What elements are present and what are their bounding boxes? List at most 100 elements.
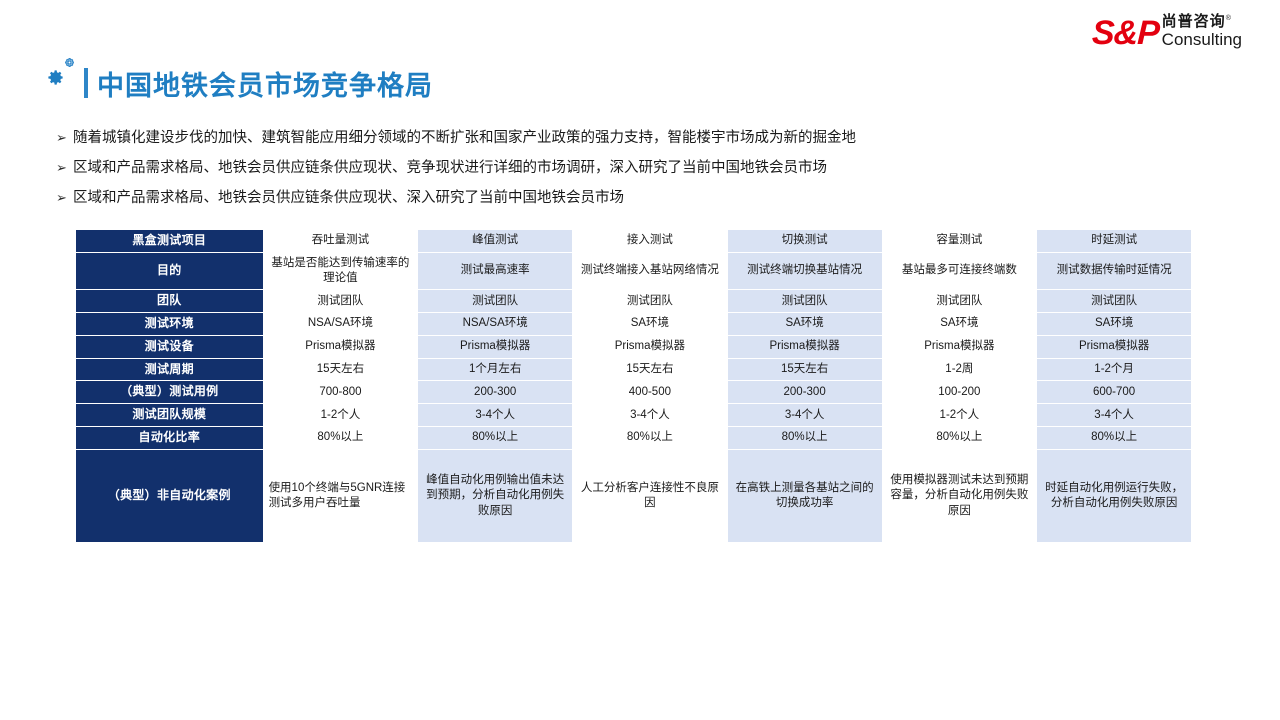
table-cell: 人工分析客户连接性不良原因 <box>572 448 728 543</box>
table-cell: 基站最多可连接终端数 <box>881 251 1038 291</box>
table-cell: 1-2个人 <box>262 403 419 428</box>
table-row: 目的 基站是否能达到传输速率的理论值 测试最高速率 测试终端接入基站网络情况 测… <box>75 251 1192 291</box>
table-cell: 测试数据传输时延情况 <box>1036 251 1192 291</box>
table-cell: 容量测试 <box>881 229 1038 253</box>
table-cell: 80%以上 <box>572 426 728 450</box>
table-cell: 测试团队 <box>1036 289 1192 313</box>
table-cell: 时延自动化用例运行失败，分析自动化用例失败原因 <box>1036 448 1192 543</box>
table-cell: 峰值自动化用例输出值未达到预期，分析自动化用例失败原因 <box>417 448 574 543</box>
row-header: 测试团队规模 <box>75 403 264 428</box>
table-cell: 100-200 <box>881 380 1038 405</box>
table-cell: 测试团队 <box>881 289 1038 313</box>
table-cell: 在高铁上测量各基站之间的切换成功率 <box>726 448 883 543</box>
table-cell: 测试团队 <box>417 289 574 313</box>
table-cell: 400-500 <box>572 380 728 405</box>
table-cell: 测试团队 <box>726 289 883 313</box>
table-cell: 使用模拟器测试未达到预期容量，分析自动化用例失败原因 <box>881 448 1038 543</box>
table-cell: 3-4个人 <box>417 403 574 428</box>
table-cell: Prisma模拟器 <box>726 334 883 359</box>
gear-decoration <box>44 56 84 102</box>
table-cell: 200-300 <box>417 380 574 405</box>
table-cell: 15天左右 <box>726 357 883 382</box>
company-logo: S&P 尚普咨询® Consulting <box>1091 13 1242 52</box>
table-cell: 切换测试 <box>726 229 883 253</box>
logo-chinese-name: 尚普咨询® <box>1161 13 1232 30</box>
table-row: 测试设备 Prisma模拟器 Prisma模拟器 Prisma模拟器 Prism… <box>75 334 1192 359</box>
table-cell: NSA/SA环境 <box>262 312 419 336</box>
table-cell: 80%以上 <box>262 426 419 450</box>
table-cell: SA环境 <box>1036 312 1192 336</box>
list-item: ➢ 随着城镇化建设步伐的加快、建筑智能应用细分领域的不断扩张和国家产业政策的强力… <box>56 128 1246 149</box>
logo-english-name: Consulting <box>1161 29 1242 49</box>
bullet-text: 区域和产品需求格局、地铁会员供应链条供应现状、竞争现状进行详细的市场调研，深入研… <box>73 160 827 177</box>
row-header: 测试周期 <box>75 357 264 382</box>
table-cell: 1-2周 <box>881 357 1038 382</box>
page-title-block: 中国地铁会员市场竞争格局 <box>44 56 433 102</box>
table-cell: Prisma模拟器 <box>881 334 1038 359</box>
page-title: 中国地铁会员市场竞争格局 <box>97 71 433 102</box>
table-row: 测试周期 15天左右 1个月左右 15天左右 15天左右 1-2周 1-2个月 <box>75 357 1192 382</box>
table-cell: 80%以上 <box>881 426 1038 450</box>
table-cell: 15天左右 <box>262 357 419 382</box>
logo-text-group: 尚普咨询® Consulting <box>1162 14 1242 50</box>
table-cell: 测试终端切换基站情况 <box>726 251 883 291</box>
table-row: 测试团队规模 1-2个人 3-4个人 3-4个人 3-4个人 1-2个人 3-4… <box>75 403 1192 428</box>
table-cell: 接入测试 <box>572 229 728 253</box>
table-row: 团队 测试团队 测试团队 测试团队 测试团队 测试团队 测试团队 <box>75 289 1192 313</box>
table-cell: 测试团队 <box>262 289 419 313</box>
table-cell: 3-4个人 <box>726 403 883 428</box>
table-cell: 1个月左右 <box>417 357 574 382</box>
table-cell: 1-2个人 <box>881 403 1038 428</box>
arrow-bullet-icon: ➢ <box>56 130 67 145</box>
bullet-text: 随着城镇化建设步伐的加快、建筑智能应用细分领域的不断扩张和国家产业政策的强力支持… <box>73 130 856 146</box>
table-cell: 3-4个人 <box>1036 403 1192 428</box>
table-cell: 使用10个终端与5GNR连接测试多用户吞吐量 <box>262 448 419 543</box>
table-cell: 600-700 <box>1036 380 1192 405</box>
row-header: 测试设备 <box>75 334 264 359</box>
title-accent-bar <box>84 68 88 98</box>
comparison-table-wrapper: 黑盒测试项目 吞吐量测试 峰值测试 接入测试 切换测试 容量测试 时延测试 目的… <box>75 229 1192 543</box>
table-cell: Prisma模拟器 <box>1036 334 1192 359</box>
table-cell: 700-800 <box>262 380 419 405</box>
arrow-bullet-icon: ➢ <box>56 160 67 176</box>
table-cell: 测试终端接入基站网络情况 <box>572 251 728 291</box>
trademark-icon: ® <box>1225 15 1232 22</box>
table-cell: 测试团队 <box>572 289 728 313</box>
table-cell: 80%以上 <box>726 426 883 450</box>
table-cell: NSA/SA环境 <box>417 312 574 336</box>
row-header: 测试环境 <box>75 312 264 336</box>
list-item: ➢ 区域和产品需求格局、地铁会员供应链条供应现状、竞争现状进行详细的市场调研，深… <box>56 158 1246 179</box>
table-cell: 测试最高速率 <box>417 251 574 291</box>
bullet-text: 区域和产品需求格局、地铁会员供应链条供应现状、深入研究了当前中国地铁会员市场 <box>73 190 624 207</box>
table-cell: 吞吐量测试 <box>262 229 419 253</box>
list-item: ➢ 区域和产品需求格局、地铁会员供应链条供应现状、深入研究了当前中国地铁会员市场 <box>56 188 1246 209</box>
bullet-list: ➢ 随着城镇化建设步伐的加快、建筑智能应用细分领域的不断扩张和国家产业政策的强力… <box>56 128 1246 218</box>
table-cell: 基站是否能达到传输速率的理论值 <box>262 251 419 291</box>
row-header: （典型）测试用例 <box>75 380 264 405</box>
table-row: （典型）非自动化案例 使用10个终端与5GNR连接测试多用户吞吐量 峰值自动化用… <box>75 448 1192 543</box>
table-cell: 时延测试 <box>1036 229 1192 253</box>
table-row: （典型）测试用例 700-800 200-300 400-500 200-300… <box>75 380 1192 405</box>
table-cell: 80%以上 <box>417 426 574 450</box>
table-cell: Prisma模拟器 <box>417 334 574 359</box>
row-header: 目的 <box>75 251 264 291</box>
table-cell: 80%以上 <box>1036 426 1192 450</box>
table-cell: 峰值测试 <box>417 229 574 253</box>
row-header: 黑盒测试项目 <box>75 229 264 253</box>
table-row: 黑盒测试项目 吞吐量测试 峰值测试 接入测试 切换测试 容量测试 时延测试 <box>75 229 1192 253</box>
table-cell: Prisma模拟器 <box>262 334 419 359</box>
table-cell: Prisma模拟器 <box>572 334 728 359</box>
table-row: 测试环境 NSA/SA环境 NSA/SA环境 SA环境 SA环境 SA环境 SA… <box>75 312 1192 336</box>
gear-icon <box>48 70 63 85</box>
row-header: 自动化比率 <box>75 426 264 450</box>
black-box-test-comparison-table: 黑盒测试项目 吞吐量测试 峰值测试 接入测试 切换测试 容量测试 时延测试 目的… <box>75 229 1192 543</box>
arrow-bullet-icon: ➢ <box>56 190 67 206</box>
gear-small-icon <box>65 58 74 67</box>
table-row: 自动化比率 80%以上 80%以上 80%以上 80%以上 80%以上 80%以… <box>75 426 1192 450</box>
table-cell: 200-300 <box>726 380 883 405</box>
table-cell: 15天左右 <box>572 357 728 382</box>
table-cell: 3-4个人 <box>572 403 728 428</box>
table-cell: SA环境 <box>572 312 728 336</box>
table-cell: SA环境 <box>726 312 883 336</box>
logo-brand-mark: S&P <box>1091 13 1160 52</box>
